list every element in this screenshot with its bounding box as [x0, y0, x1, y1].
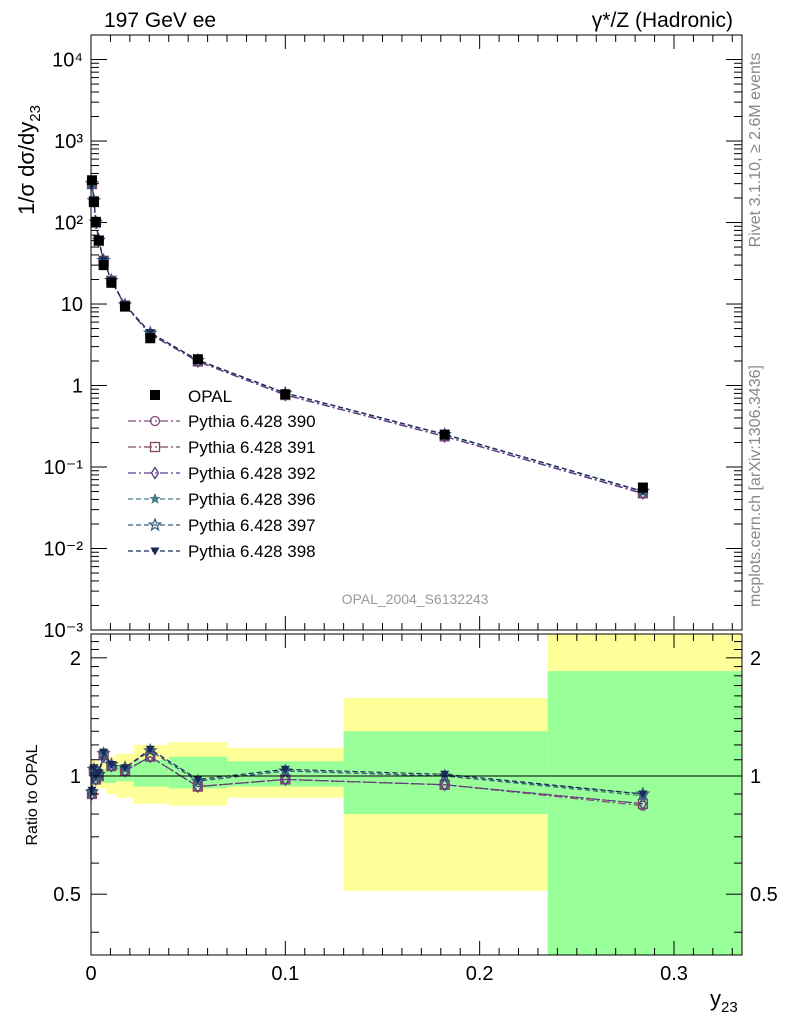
- data-point: [88, 197, 99, 208]
- header-left: 197 GeV ee: [104, 9, 216, 32]
- legend-label: Pythia 6.428 398: [188, 542, 316, 561]
- series-marker: [147, 517, 163, 532]
- series-marker: [281, 772, 290, 787]
- ratio-plot-frame: [90, 633, 743, 956]
- main-data-points: [86, 175, 648, 493]
- series-marker: [94, 769, 104, 778]
- axes: 0 0.1 0.2 0.3 10⁻³ 10⁻² 10⁻¹ 1 10 10² 10³ 10⁴ 0.5 0.5…: [44, 34, 778, 985]
- x-tick-label: 0: [85, 963, 96, 985]
- series-marker: [99, 748, 109, 757]
- y-tick-label: 10⁻³: [44, 620, 84, 642]
- data-point: [90, 216, 101, 227]
- series-marker: [120, 764, 130, 773]
- series-line-main: [91, 183, 644, 495]
- y-tick-label: 10²: [54, 213, 83, 235]
- ratio-tick-label-right: 0.5: [750, 884, 778, 906]
- data-point: [98, 260, 109, 271]
- series-marker: [150, 466, 160, 480]
- legend-label: Pythia 6.428 390: [188, 412, 316, 431]
- y-axis-label-sub: 23: [27, 105, 44, 122]
- legend-label: Pythia 6.428 392: [188, 464, 316, 483]
- series-marker: [149, 415, 161, 427]
- series-marker: [106, 760, 116, 769]
- data-point: [637, 482, 648, 493]
- series-line-main: [91, 183, 644, 494]
- y-tick-label: 10⁻²: [44, 539, 84, 561]
- ratio-tick-label: 2: [70, 648, 81, 670]
- data-point: [86, 175, 97, 186]
- data-point: [280, 389, 291, 400]
- ratio-tick-label-right: 1: [750, 766, 761, 788]
- series-marker: [193, 775, 203, 784]
- series-marker: [638, 790, 648, 799]
- legend: OPAL Pythia 6.428 390 Pythia 6.428 391 Pyth…: [128, 387, 316, 561]
- series-marker: [149, 441, 161, 453]
- series-marker: [87, 786, 97, 795]
- y-axis-label: 1/σ dσ/dy23: [14, 105, 44, 215]
- analysis-id-label: OPAL_2004_S6132243: [342, 591, 489, 607]
- series-marker: [89, 764, 99, 773]
- series-marker: [145, 745, 155, 754]
- data-point: [145, 333, 156, 344]
- x-tick-label: 0.1: [271, 963, 299, 985]
- x-axis-label-sub: 23: [721, 999, 738, 1016]
- header-right: γ*/Z (Hadronic): [592, 9, 733, 32]
- y-tick-label: 10: [61, 294, 83, 316]
- ratio-band-inner: [547, 671, 742, 955]
- ratio-tick-label-right: 2: [750, 648, 761, 670]
- y-tick-label: 10⁴: [52, 50, 83, 72]
- ratio-band-inner: [133, 759, 169, 787]
- series-marker: [280, 765, 290, 774]
- x-axis-label-main: y: [710, 986, 721, 1011]
- legend-label: Pythia 6.428 391: [188, 438, 316, 457]
- ratio-band-inner: [106, 766, 117, 783]
- main-plot-frame: [90, 34, 743, 631]
- series-marker: [145, 329, 155, 338]
- ratio-y-axis-label: Ratio to OPAL: [24, 744, 41, 845]
- series-line-main: [91, 183, 644, 493]
- data-point: [439, 429, 450, 440]
- mcplots-label: mcplots.cern.ch [arXiv:1306.3436]: [747, 365, 764, 607]
- series-marker: [149, 492, 161, 504]
- legend-label-data: OPAL: [188, 387, 232, 406]
- series-marker: [638, 797, 648, 811]
- data-point: [120, 301, 131, 312]
- y-axis-label-main: 1/σ dσ/dy: [14, 122, 39, 215]
- ratio-tick-label: 0.5: [53, 884, 81, 906]
- series-marker: [440, 778, 449, 792]
- series-marker: [150, 547, 160, 556]
- legend-label: Pythia 6.428 396: [188, 490, 316, 509]
- y-tick-label: 10⁻¹: [44, 457, 84, 479]
- legend-marker-data: [150, 390, 160, 400]
- data-point: [106, 277, 117, 288]
- series-marker: [440, 770, 450, 779]
- x-tick-label: 0.2: [466, 963, 494, 985]
- y-tick-label: 10³: [54, 131, 83, 153]
- series-line-main: [91, 183, 644, 492]
- series-line-main: [91, 183, 644, 494]
- x-axis-label: y23: [710, 986, 738, 1016]
- x-tick-label: 0.3: [660, 963, 688, 985]
- series-line-main: [91, 183, 644, 492]
- data-point: [192, 354, 203, 365]
- rivet-version-label: Rivet 3.1.10, ≥ 2.6M events: [747, 53, 764, 248]
- main-mc-series: [84, 175, 651, 500]
- legend-label: Pythia 6.428 397: [188, 516, 316, 535]
- ratio-tick-label: 1: [70, 766, 81, 788]
- y-tick-label: 1: [72, 376, 83, 398]
